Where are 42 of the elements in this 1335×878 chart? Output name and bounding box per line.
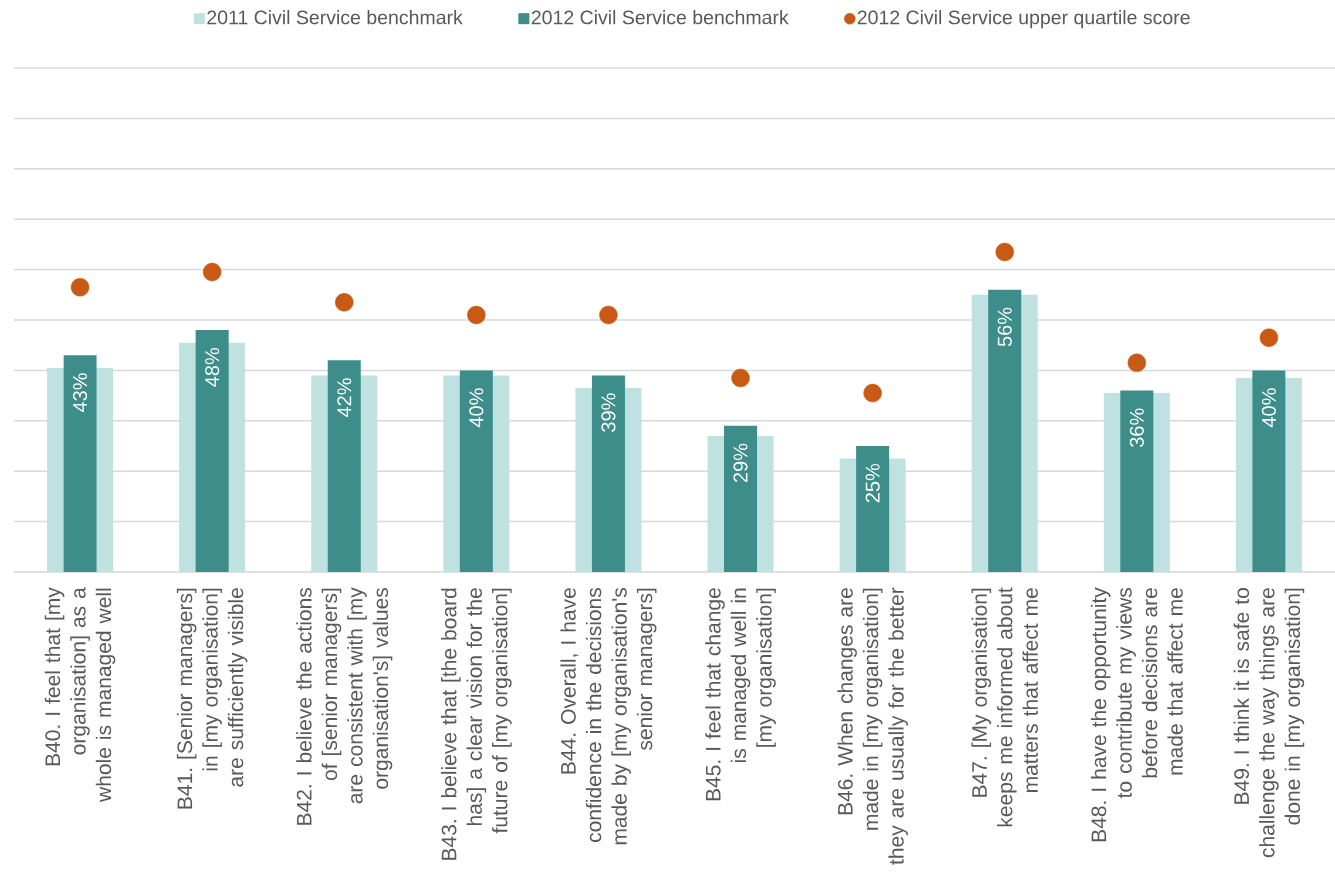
x-tick-label: B45. I feel that change is managed well in [my organisation]	[705, 588, 776, 801]
x-tick-label: B46. When changes are made in [my organisation] they are usually for the better	[837, 587, 908, 865]
legend-label: 2011 Civil Service benchmark	[207, 10, 463, 25]
point	[467, 305, 486, 325]
data-label: 43%	[72, 373, 88, 413]
bar	[63, 355, 97, 572]
x-tick-label: B41. [Senior managers] in [my organisation] are sufficiently visible	[176, 588, 248, 809]
bar	[195, 330, 229, 572]
point	[1127, 353, 1147, 373]
x-tick-label: B42. I believe the actions of [senior managers] are consistent with [my organisation's] values	[296, 587, 393, 825]
x-tick-label: B40. I feel that [my organisation] as a whole is managed well	[44, 587, 116, 803]
bar	[459, 370, 493, 572]
data-label: 48%	[205, 348, 220, 387]
bar	[988, 289, 1022, 572]
point	[731, 368, 750, 388]
x-tick-label: B48. I have the opportunity to contribute my views before decisions are made that affect me	[1090, 587, 1183, 842]
data-label: 40%	[1261, 388, 1276, 428]
x-tick-label: B44. Overall, I have confidence in the decisions made by [my organisation's senior managers]	[560, 588, 657, 845]
point	[995, 242, 1014, 262]
data-label: 36%	[1129, 408, 1144, 448]
bar	[591, 375, 625, 572]
legend-label: 2012 Civil Service benchmark	[531, 10, 789, 25]
data-label: 29%	[733, 443, 748, 483]
point	[202, 262, 222, 282]
bar	[1120, 390, 1154, 572]
data-label: 40%	[469, 388, 484, 428]
data-label: 39%	[601, 393, 616, 432]
bar	[724, 425, 758, 572]
data-label: 42%	[337, 378, 352, 418]
data-label: 56%	[997, 307, 1012, 347]
point	[70, 278, 90, 297]
x-tick-label: B47. [My organisation] keeps me informed about matters that affect me	[971, 587, 1038, 827]
bar	[1252, 370, 1286, 572]
point	[599, 305, 618, 325]
point	[863, 383, 882, 403]
x-tick-label: B49. I think it is safe to challenge the way things are done in [my organisation]	[1233, 588, 1305, 858]
point	[335, 293, 354, 312]
bar	[327, 360, 361, 572]
data-label: 25%	[865, 463, 880, 503]
legend-label: 2012 Civil Service upper quartile score	[857, 10, 1190, 29]
bar	[856, 446, 890, 572]
point	[1259, 328, 1279, 347]
